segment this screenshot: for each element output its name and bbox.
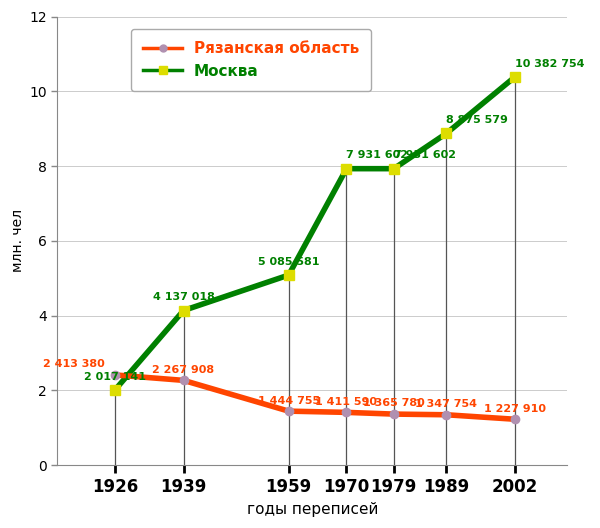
Text: 4 137 018: 4 137 018 xyxy=(152,293,214,303)
Text: 2 267 908: 2 267 908 xyxy=(152,365,215,375)
Text: 5 085 581: 5 085 581 xyxy=(258,257,319,267)
Text: 1 444 755: 1 444 755 xyxy=(257,395,320,406)
Legend: Рязанская область, Москва: Рязанская область, Москва xyxy=(131,29,371,91)
Text: 7 931 602: 7 931 602 xyxy=(394,150,456,161)
X-axis label: годы переписей: годы переписей xyxy=(247,502,378,517)
Text: 2 017 141: 2 017 141 xyxy=(84,372,146,382)
Text: 7 931 602: 7 931 602 xyxy=(346,150,409,161)
Text: 1 347 754: 1 347 754 xyxy=(415,399,478,409)
Text: 8 875 579: 8 875 579 xyxy=(446,115,508,125)
Text: 10 382 754: 10 382 754 xyxy=(515,59,584,69)
Text: 1 227 910: 1 227 910 xyxy=(484,403,546,413)
Text: 1 365 780: 1 365 780 xyxy=(363,399,425,409)
Y-axis label: млн. чел: млн. чел xyxy=(11,209,25,272)
Text: 1 411 590: 1 411 590 xyxy=(316,397,377,407)
Text: 2 413 380: 2 413 380 xyxy=(43,360,104,369)
